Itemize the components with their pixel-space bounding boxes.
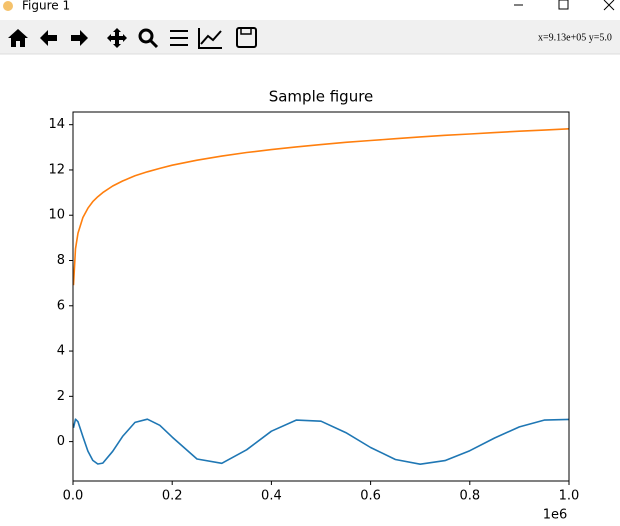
- pan-button[interactable]: [107, 28, 127, 48]
- zoom-button[interactable]: [138, 28, 154, 44]
- home-button[interactable]: [8, 29, 28, 47]
- line: [72, 418, 570, 465]
- y-tick-label: 0: [57, 434, 65, 449]
- x-offset-label: 1e6: [543, 508, 568, 523]
- y-tick-label: 4: [57, 344, 65, 359]
- x-tick-label: 0.6: [360, 489, 381, 504]
- save-icon-detail: [240, 27, 252, 35]
- close[interactable]: [603, 0, 615, 11]
- y-tick-label: 12: [48, 162, 65, 177]
- y-tick-label: 6: [57, 298, 65, 313]
- chart-title: Sample figure: [269, 88, 374, 106]
- axes-frame: [72, 111, 570, 482]
- y-tick-label: 14: [48, 117, 65, 132]
- edit-axes-button[interactable]: [198, 28, 222, 49]
- maximize[interactable]: [558, 0, 569, 10]
- y-tick-label: 8: [57, 253, 65, 268]
- forward-button[interactable]: [71, 30, 88, 46]
- y-tick-label: 2: [57, 389, 65, 404]
- title-bar: [0, 0, 620, 20]
- x-tick-label: 0.4: [261, 489, 282, 504]
- plot: 0 2 4 6 8 10 12 14 0.0 0.2 0.4 0.6 0.8 1.0: [48, 117, 579, 503]
- app-icon: [3, 1, 13, 11]
- x-tick-label: 0.2: [162, 489, 183, 504]
- x-tick-label: 0.8: [459, 489, 480, 504]
- x-tick-label: 0.0: [63, 489, 84, 504]
- window-title: Figure 1: [22, 0, 70, 13]
- y-tick-label: 10: [48, 208, 65, 223]
- cursor-status: x=9.13e+05 y=5.0: [538, 32, 612, 43]
- x-tick-label: 1.0: [559, 489, 580, 504]
- zoom-handle: [148, 38, 159, 49]
- back-button[interactable]: [40, 30, 57, 46]
- configure-button[interactable]: [170, 30, 188, 46]
- line: [72, 128, 570, 286]
- toolbar: [0, 20, 620, 54]
